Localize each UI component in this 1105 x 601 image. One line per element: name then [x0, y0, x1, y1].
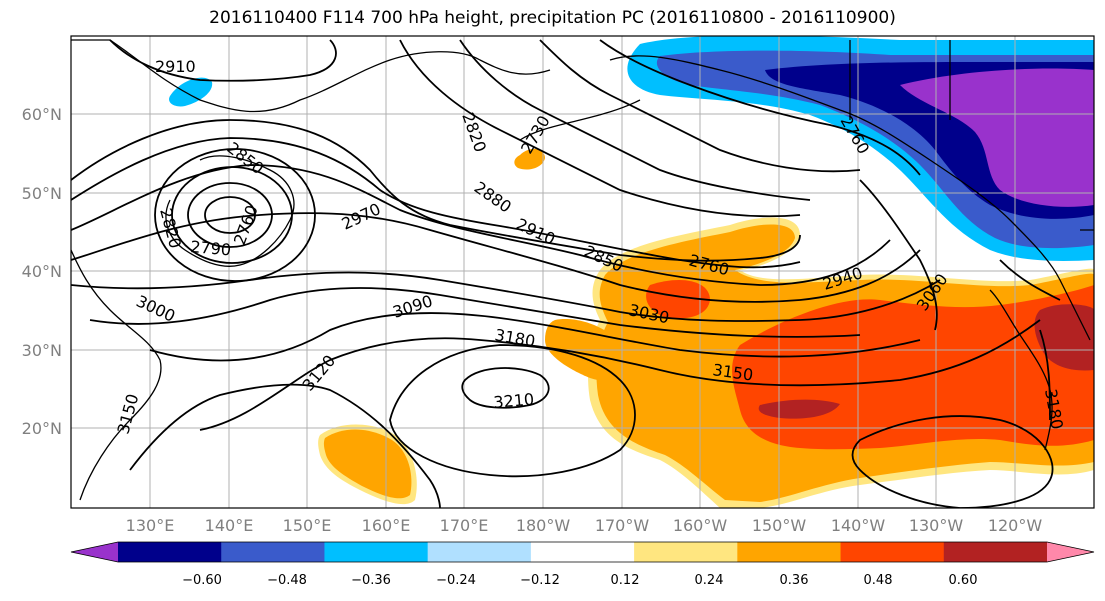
lon-label: 130°W: [909, 516, 964, 535]
longitude-labels: 130°E 140°E 150°E 160°E 170°E 180°W 170°…: [126, 516, 1043, 535]
colorbar-label: 0.36: [780, 573, 809, 588]
positive-precip-shading: [318, 148, 1094, 508]
colorbar-label: −0.36: [351, 573, 391, 588]
lon-label: 130°E: [126, 516, 175, 535]
colorbar-extend-high: [1047, 542, 1094, 562]
map-title: 2016110400 F114 700 hPa height, precipit…: [209, 8, 896, 28]
lon-label: 180°W: [516, 516, 571, 535]
colorbar-label: 0.60: [949, 573, 978, 588]
height-contours: [71, 39, 1061, 508]
colorbar-segment: [118, 542, 222, 562]
latitude-labels: 60°N 50°N 40°N 30°N 20°N: [22, 105, 62, 438]
colorbar-label: −0.12: [520, 573, 560, 588]
colorbar-segment: [943, 542, 1048, 562]
map-plot-area: 2910 2850 2820 2790 2760 3000 2970 3090 …: [71, 36, 1094, 508]
lon-label: 170°E: [440, 516, 489, 535]
map-frame: [70, 35, 1095, 509]
lon-label: 140°W: [831, 516, 886, 535]
colorbar-extend-low: [71, 542, 118, 562]
colorbar-label: −0.60: [182, 573, 222, 588]
lon-label: 150°W: [752, 516, 807, 535]
lon-label: 150°E: [283, 516, 332, 535]
colorbar-label: −0.48: [267, 573, 307, 588]
colorbar-segment: [634, 542, 738, 562]
colorbar-segment: [840, 542, 945, 562]
colorbar-label: 0.24: [695, 573, 724, 588]
colorbar-segment: [737, 542, 842, 562]
colorbar-segment: [427, 542, 532, 562]
colorbar-segment: [324, 542, 429, 562]
lat-label: 50°N: [22, 184, 62, 203]
lon-label: 160°E: [362, 516, 411, 535]
colorbar-segment: [221, 542, 325, 562]
colorbar-label: 0.12: [611, 573, 640, 588]
lon-label: 160°W: [673, 516, 728, 535]
contour-label: 2910: [155, 57, 196, 76]
lat-label: 30°N: [22, 341, 62, 360]
colorbar-label: 0.48: [864, 573, 893, 588]
lon-label: 120°W: [988, 516, 1043, 535]
coastlines: [71, 39, 1094, 501]
colorbar-segment: [530, 542, 635, 562]
colorbar: [70, 541, 1095, 563]
lat-label: 20°N: [22, 419, 62, 438]
contour-label: 2790: [190, 237, 232, 259]
colorbar-labels: −0.60 −0.48 −0.36 −0.24 −0.12 0.12 0.24 …: [182, 573, 977, 588]
lon-label: 170°W: [595, 516, 650, 535]
colorbar-outline: [70, 541, 1095, 563]
colorbar-label: −0.24: [436, 573, 476, 588]
lat-label: 60°N: [22, 105, 62, 124]
lon-label: 140°E: [205, 516, 254, 535]
contour-label: 3210: [493, 390, 535, 412]
graticule: [71, 36, 1094, 508]
lat-label: 40°N: [22, 262, 62, 281]
